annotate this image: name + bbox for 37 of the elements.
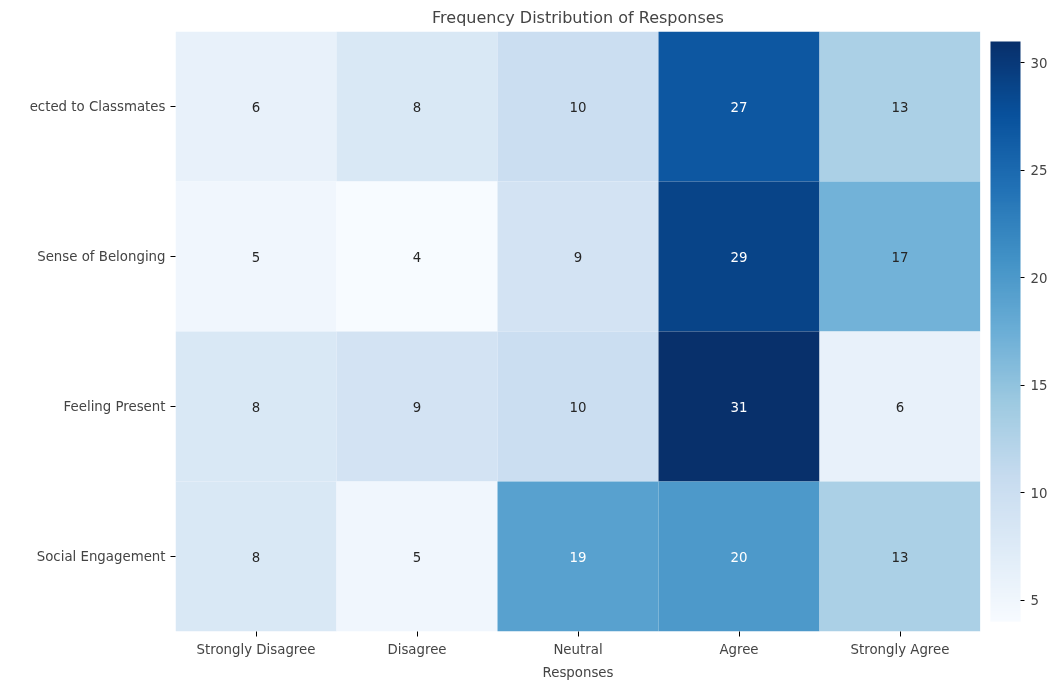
data-label: 10 (569, 399, 587, 415)
data-label: 29 (730, 249, 748, 265)
data-label: 8 (412, 99, 422, 115)
data-label: 27 (730, 99, 748, 115)
data-label: 9 (412, 399, 422, 415)
data-label: 8 (251, 399, 261, 415)
x-tick-label: Disagree (387, 641, 447, 657)
data-label: 6 (251, 99, 261, 115)
data-label: 5 (251, 249, 261, 265)
data-label: 31 (730, 399, 748, 415)
data-label: 4 (412, 249, 422, 265)
color-bar-label: 5 (1030, 593, 1039, 609)
color-bar-label: 30 (1030, 55, 1048, 71)
chart-title: Frequency Distribution of Responses (432, 7, 724, 27)
y-tick-label: Feeling Present (63, 399, 166, 414)
x-tick-label: Strongly Agree (850, 641, 950, 657)
y-tick-label: ected to Classmates (29, 99, 166, 114)
data-label: 6 (895, 399, 905, 415)
x-tick-label: Neutral (553, 641, 603, 657)
color-bar-label: 20 (1030, 270, 1048, 286)
data-label: 20 (730, 549, 748, 565)
data-label: 8 (251, 549, 261, 565)
y-tick-label: Social Engagement (36, 549, 166, 564)
x-tick-label: Strongly Disagree (196, 641, 316, 657)
data-label: 9 (573, 249, 583, 265)
data-label: 13 (891, 549, 909, 565)
data-label: 10 (569, 99, 587, 115)
x-tick-label: Agree (719, 641, 759, 657)
data-label: 17 (891, 249, 909, 265)
x-axis-title: Responses (542, 664, 614, 680)
color-bar-label: 15 (1030, 378, 1048, 394)
data-label: 13 (891, 99, 909, 115)
data-label: 19 (569, 549, 587, 565)
data-label: 5 (412, 549, 422, 565)
color-bar-label: 10 (1030, 485, 1048, 501)
y-tick-label: Sense of Belonging (37, 249, 166, 264)
color-bar-label: 25 (1030, 163, 1048, 179)
